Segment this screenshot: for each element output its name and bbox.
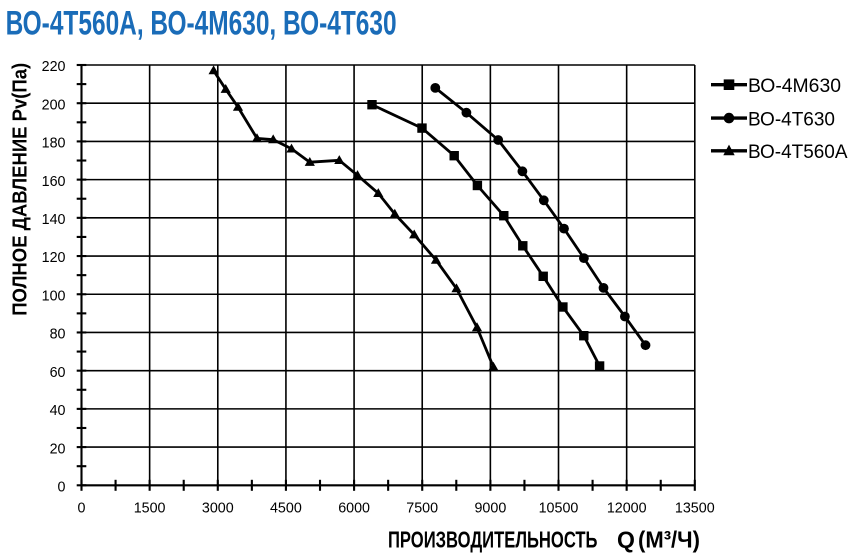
svg-text:ПРОИЗВОДИТЕЛЬНОСТЬ: ПРОИЗВОДИТЕЛЬНОСТЬ: [388, 527, 598, 553]
svg-text:13500: 13500: [675, 501, 715, 517]
svg-text:0: 0: [58, 480, 66, 496]
svg-text:Q: Q: [617, 527, 635, 553]
svg-text:ВО-4Т630: ВО-4Т630: [748, 108, 835, 130]
svg-text:7500: 7500: [406, 501, 438, 517]
svg-text:ПОЛНОЕ ДАВЛЕНИЕ Pv(Па): ПОЛНОЕ ДАВЛЕНИЕ Pv(Па): [10, 63, 32, 316]
svg-text:9000: 9000: [474, 501, 506, 517]
svg-text:60: 60: [50, 365, 66, 381]
svg-text:ВО-4Т560А: ВО-4Т560А: [748, 141, 848, 163]
svg-text:ВО-4Т560А, ВО-4М630, ВО-4Т630: ВО-4Т560А, ВО-4М630, ВО-4Т630: [6, 5, 397, 43]
svg-text:(М³/Ч): (М³/Ч): [638, 527, 700, 553]
svg-text:ВО-4М630: ВО-4М630: [748, 75, 841, 97]
svg-text:6000: 6000: [338, 501, 370, 517]
svg-text:180: 180: [42, 136, 66, 152]
svg-text:160: 160: [42, 174, 66, 190]
svg-text:100: 100: [42, 289, 66, 305]
svg-text:40: 40: [50, 403, 66, 419]
svg-text:140: 140: [42, 212, 66, 228]
svg-text:4500: 4500: [270, 501, 302, 517]
svg-text:12000: 12000: [607, 501, 647, 517]
svg-text:220: 220: [42, 59, 66, 75]
svg-text:3000: 3000: [202, 501, 234, 517]
svg-text:80: 80: [50, 327, 66, 343]
svg-text:0: 0: [78, 501, 86, 517]
svg-text:200: 200: [42, 97, 66, 113]
svg-text:20: 20: [50, 441, 66, 457]
svg-text:120: 120: [42, 250, 66, 266]
svg-text:10500: 10500: [539, 501, 579, 517]
svg-text:1500: 1500: [134, 501, 166, 517]
